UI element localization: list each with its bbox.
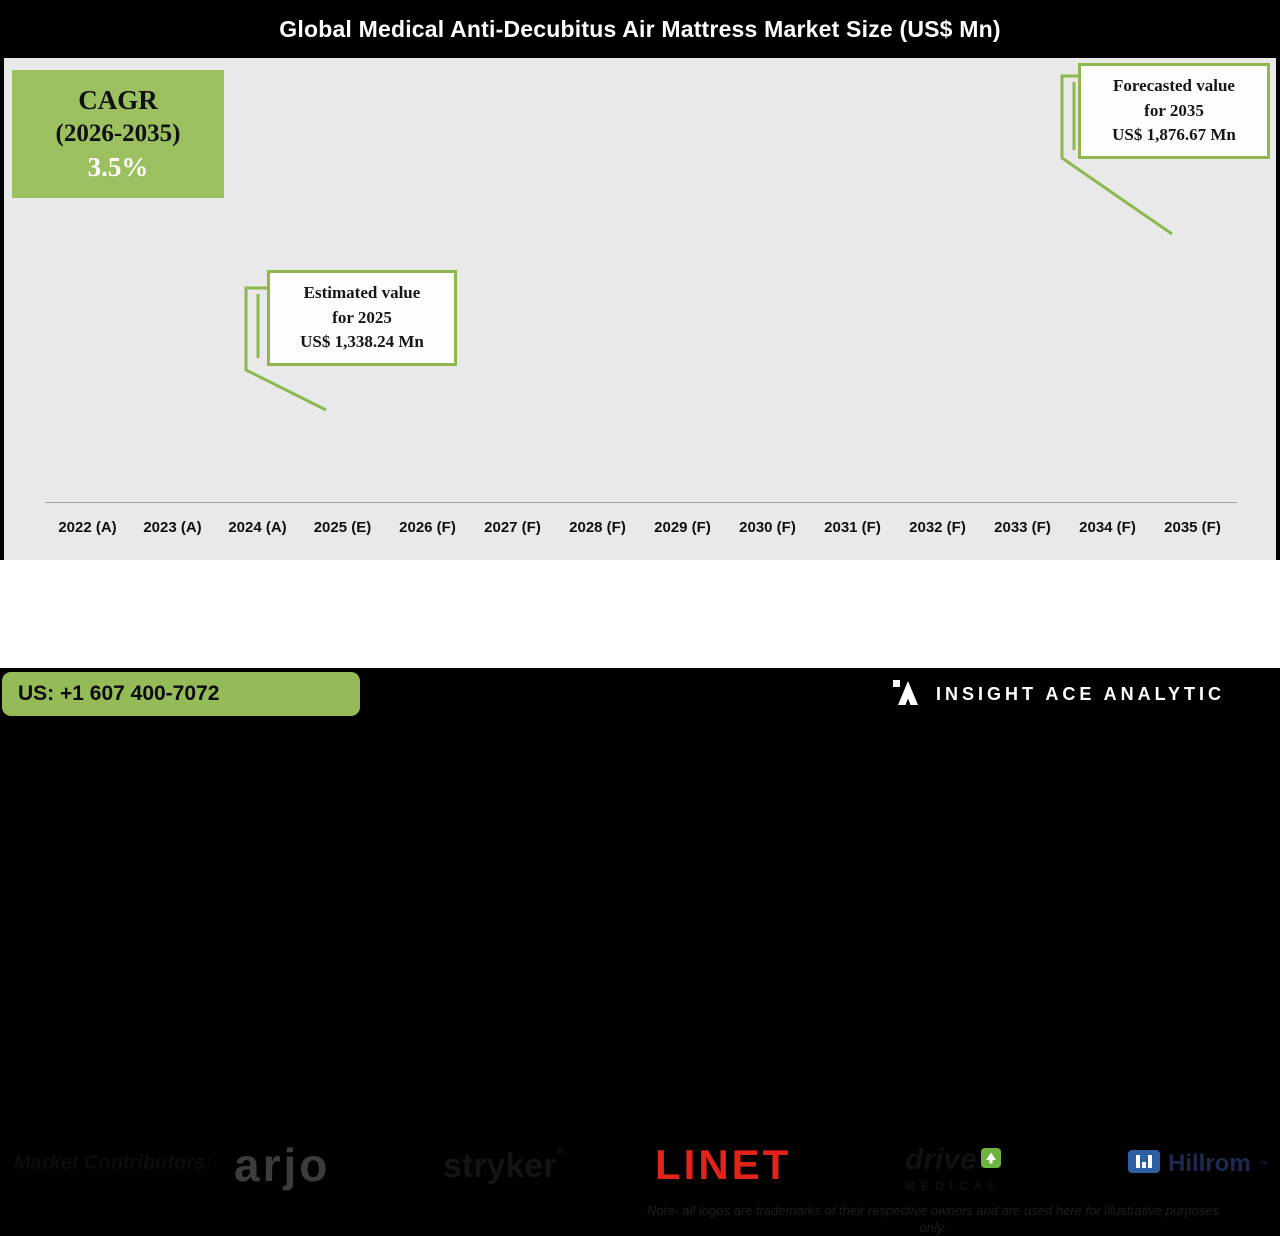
x-axis-line (45, 502, 1237, 503)
brand-block: INSIGHT ACE ANALYTIC (890, 668, 1225, 720)
insightace-logo-icon (890, 675, 922, 714)
cagr-value: 3.5% (87, 152, 149, 182)
drive-medical-subtext: MEDICAL (905, 1179, 1002, 1193)
stryker-logo: stryker® (443, 1146, 565, 1186)
arjo-logo: arjo (234, 1138, 330, 1192)
estimated-callout-line2: for 2025 (332, 307, 392, 327)
cagr-badge: CAGR (2026-2035) 3.5% (12, 70, 224, 198)
x-tick-label: 2030 (F) (739, 519, 796, 536)
forecast-callout-line2: for 2035 (1144, 100, 1204, 120)
disclaimer-line1: Note- all logos are trademarks of their … (646, 1203, 1220, 1218)
x-tick-label: 2032 (F) (909, 519, 966, 536)
hillrom-icon (1128, 1150, 1160, 1178)
brand-name: INSIGHT ACE ANALYTIC (935, 683, 1225, 704)
stryker-wordmark: stryker (443, 1147, 557, 1185)
disclaimer-note: Note- all logos are trademarks of their … (600, 1202, 1266, 1236)
trademark-mark: ™ (1258, 1159, 1268, 1169)
estimated-value-callout: Estimated value for 2025 US$ 1,338.24 Mn (267, 270, 457, 366)
forecast-callout-value: US$ 1,876.67 Mn (1112, 125, 1236, 145)
x-tick-label: 2024 (A) (228, 519, 287, 536)
x-tick-label: 2033 (F) (994, 519, 1051, 536)
contributors-label: Market Contributors: (14, 1152, 212, 1174)
cagr-period: (2026-2035) (55, 120, 181, 147)
drive-arrow-icon (980, 1147, 1001, 1173)
linet-wordmark: LINET (655, 1141, 792, 1188)
footer-bar: US: +1 607 400-7072 INSIGHT ACE ANALYTIC (0, 668, 1280, 720)
x-axis-labels: 2022 (A) 2023 (A) 2024 (A) 2025 (E) 2026 (F)… (45, 519, 1235, 536)
x-tick-label: 2025 (E) (313, 519, 372, 536)
x-tick-label: 2028 (F) (569, 519, 626, 536)
contributors-band: Market Contributors: arjo stryker® LINET… (0, 560, 1280, 1235)
forecast-value-callout: Forecasted value for 2035 US$ 1,876.67 M… (1078, 63, 1270, 159)
x-tick-label: 2034 (F) (1079, 519, 1136, 536)
plot (45, 141, 1235, 503)
x-tick-label: 2035 (F) (1164, 519, 1221, 536)
drive-medical-logo: drive MEDICAL (905, 1143, 1002, 1193)
estimated-callout-line1: Estimated value (303, 283, 421, 302)
forecast-callout-line1: Forecasted value (1113, 76, 1235, 95)
page-title: Global Medical Anti-Decubitus Air Mattre… (279, 15, 1001, 42)
x-tick-label: 2031 (F) (824, 519, 881, 536)
x-tick-label: 2026 (F) (399, 519, 456, 536)
linet-logo: LINET (655, 1141, 791, 1189)
registered-mark: ® (556, 1146, 565, 1158)
arjo-wordmark: arjo (234, 1139, 331, 1191)
phone-number-badge: US: +1 607 400-7072 (2, 672, 360, 716)
x-tick-label: 2022 (A) (58, 519, 117, 536)
x-tick-label: 2029 (F) (654, 519, 711, 536)
estimated-callout-value: US$ 1,338.24 Mn (300, 332, 424, 352)
hillrom-logo: Hillrom ™ (1128, 1150, 1268, 1178)
hillrom-wordmark: Hillrom (1168, 1150, 1251, 1177)
phone-number: US: +1 607 400-7072 (18, 682, 220, 705)
x-tick-label: 2023 (A) (143, 519, 202, 536)
x-tick-label: 2027 (F) (484, 519, 541, 536)
cagr-label: CAGR (78, 85, 158, 115)
drive-wordmark: drive (905, 1143, 977, 1176)
disclaimer-line2: only. (919, 1220, 947, 1235)
title-bar: Global Medical Anti-Decubitus Air Mattre… (0, 0, 1280, 58)
chart-area: CAGR (2026-2035) 3.5% 2022 (A) 2023 (A) 20… (4, 58, 1276, 560)
